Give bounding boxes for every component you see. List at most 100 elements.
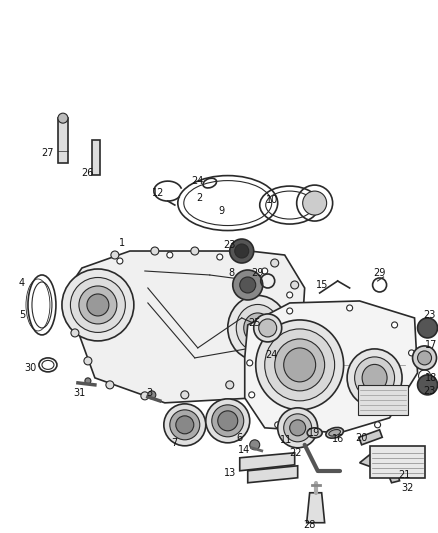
Text: 24: 24 bbox=[191, 176, 204, 186]
Circle shape bbox=[111, 251, 119, 259]
Circle shape bbox=[85, 378, 91, 384]
Circle shape bbox=[71, 329, 79, 337]
Ellipse shape bbox=[362, 365, 387, 391]
Circle shape bbox=[346, 305, 353, 311]
Text: 29: 29 bbox=[251, 268, 264, 278]
Ellipse shape bbox=[164, 404, 206, 446]
Bar bbox=[359, 430, 382, 445]
Ellipse shape bbox=[228, 295, 288, 360]
Ellipse shape bbox=[284, 348, 316, 382]
Circle shape bbox=[226, 381, 234, 389]
Ellipse shape bbox=[347, 349, 402, 407]
Text: 27: 27 bbox=[42, 148, 54, 158]
Ellipse shape bbox=[275, 339, 325, 391]
Ellipse shape bbox=[254, 314, 282, 342]
Ellipse shape bbox=[71, 278, 125, 333]
Text: 18: 18 bbox=[425, 373, 438, 383]
Polygon shape bbox=[65, 251, 305, 403]
Text: 29: 29 bbox=[374, 268, 386, 278]
Text: 21: 21 bbox=[399, 470, 411, 480]
Circle shape bbox=[191, 247, 199, 255]
Text: 20: 20 bbox=[355, 433, 368, 443]
Text: 10: 10 bbox=[265, 195, 278, 205]
Ellipse shape bbox=[212, 405, 244, 437]
Ellipse shape bbox=[326, 427, 343, 438]
Text: 25: 25 bbox=[248, 318, 261, 328]
Circle shape bbox=[217, 254, 223, 260]
Ellipse shape bbox=[355, 357, 395, 399]
Text: 23: 23 bbox=[424, 310, 436, 320]
Text: 28: 28 bbox=[304, 520, 316, 530]
Circle shape bbox=[413, 346, 437, 370]
Circle shape bbox=[58, 113, 68, 123]
Circle shape bbox=[230, 239, 254, 263]
Circle shape bbox=[417, 351, 431, 365]
Text: 8: 8 bbox=[229, 268, 235, 278]
Circle shape bbox=[262, 268, 268, 274]
Ellipse shape bbox=[278, 408, 318, 448]
Polygon shape bbox=[245, 301, 417, 433]
Text: 12: 12 bbox=[152, 188, 164, 198]
Circle shape bbox=[392, 322, 398, 328]
Ellipse shape bbox=[244, 313, 272, 343]
Ellipse shape bbox=[329, 430, 340, 436]
Ellipse shape bbox=[206, 399, 250, 443]
Text: 32: 32 bbox=[401, 483, 414, 493]
Circle shape bbox=[287, 292, 293, 298]
Text: 6: 6 bbox=[237, 433, 243, 443]
Circle shape bbox=[255, 328, 261, 334]
Circle shape bbox=[409, 350, 414, 356]
Text: 4: 4 bbox=[19, 278, 25, 288]
Ellipse shape bbox=[303, 191, 327, 215]
Text: 30: 30 bbox=[24, 363, 36, 373]
Text: 16: 16 bbox=[332, 434, 344, 444]
Circle shape bbox=[117, 258, 123, 264]
Circle shape bbox=[417, 318, 438, 338]
Circle shape bbox=[276, 337, 284, 345]
Circle shape bbox=[231, 249, 239, 257]
Bar bbox=[370, 446, 424, 478]
Bar bbox=[58, 118, 68, 163]
Circle shape bbox=[417, 375, 438, 395]
Bar bbox=[92, 140, 100, 175]
Circle shape bbox=[287, 308, 293, 314]
Text: 14: 14 bbox=[237, 445, 250, 455]
Text: 3: 3 bbox=[147, 388, 153, 398]
Circle shape bbox=[402, 400, 408, 406]
Circle shape bbox=[249, 392, 255, 398]
Text: 19: 19 bbox=[307, 428, 320, 438]
Ellipse shape bbox=[236, 304, 279, 351]
Circle shape bbox=[275, 422, 281, 428]
Circle shape bbox=[148, 391, 156, 399]
Ellipse shape bbox=[284, 414, 312, 442]
Ellipse shape bbox=[290, 420, 306, 436]
Circle shape bbox=[233, 270, 263, 300]
Ellipse shape bbox=[170, 410, 200, 440]
Ellipse shape bbox=[256, 320, 344, 410]
Text: 13: 13 bbox=[224, 468, 236, 478]
Circle shape bbox=[151, 247, 159, 255]
Circle shape bbox=[271, 259, 279, 267]
Bar bbox=[357, 385, 408, 415]
Polygon shape bbox=[360, 455, 399, 483]
Text: 31: 31 bbox=[74, 388, 86, 398]
Text: 1: 1 bbox=[119, 238, 125, 248]
Text: 11: 11 bbox=[279, 435, 292, 445]
Circle shape bbox=[240, 277, 256, 293]
Circle shape bbox=[374, 422, 381, 428]
Ellipse shape bbox=[259, 319, 277, 337]
Text: 24: 24 bbox=[265, 350, 278, 360]
Circle shape bbox=[247, 360, 253, 366]
Text: 9: 9 bbox=[219, 206, 225, 216]
Text: 15: 15 bbox=[315, 280, 328, 290]
Polygon shape bbox=[307, 492, 325, 523]
Circle shape bbox=[84, 357, 92, 365]
Text: 2: 2 bbox=[197, 193, 203, 203]
Circle shape bbox=[141, 392, 149, 400]
Ellipse shape bbox=[265, 329, 335, 401]
Circle shape bbox=[291, 281, 299, 289]
Text: 17: 17 bbox=[425, 340, 438, 350]
Text: 23: 23 bbox=[424, 386, 436, 396]
Text: 26: 26 bbox=[82, 168, 94, 178]
Ellipse shape bbox=[218, 411, 238, 431]
